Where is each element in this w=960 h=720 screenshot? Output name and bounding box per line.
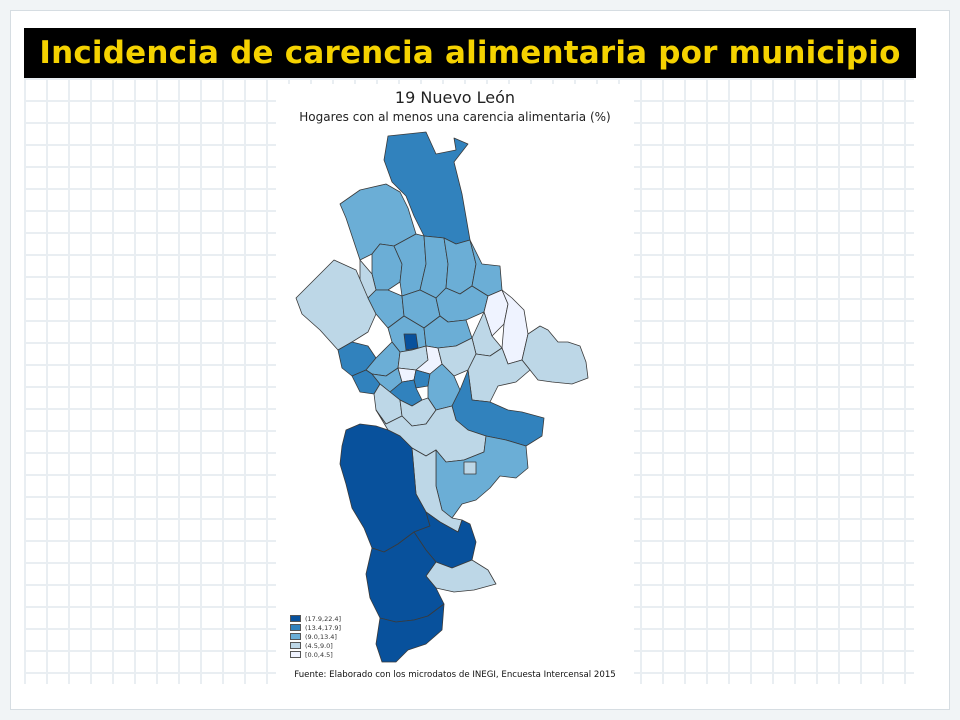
legend-item: (17.9,22.4] — [290, 614, 341, 623]
title-bar: Incidencia de carencia alimentaria por m… — [24, 28, 916, 78]
map-title: 19 Nuevo León — [394, 88, 516, 107]
map-source-note: Fuente: Elaborado con los microdatos de … — [294, 670, 616, 680]
legend-item: (13.4,17.9] — [290, 623, 341, 632]
municipality-region — [375, 603, 445, 663]
legend-item: (4.5,9.0] — [290, 641, 341, 650]
legend-label: (17.9,22.4] — [305, 614, 342, 623]
municipality-region — [413, 369, 431, 389]
map-panel: 19 Nuevo León Hogares con al menos una c… — [276, 84, 634, 684]
legend-swatch — [290, 642, 301, 649]
legend-item: (9.0,13.4] — [290, 632, 341, 641]
legend-swatch — [290, 615, 301, 622]
municipality-region — [521, 325, 589, 385]
map-legend: (17.9,22.4] (13.4,17.9] (9.0,13.4] (4.5,… — [290, 614, 341, 659]
map-subtitle: Hogares con al menos una carencia alimen… — [299, 110, 611, 124]
legend-swatch — [290, 624, 301, 631]
legend-label: (4.5,9.0] — [305, 641, 333, 650]
municipality-region — [295, 259, 377, 351]
municipality-region — [403, 333, 419, 351]
legend-swatch — [290, 633, 301, 640]
legend-label: (9.0,13.4] — [305, 632, 337, 641]
municipality-region — [425, 559, 497, 593]
legend-item: [0.0,4.5] — [290, 650, 341, 659]
legend-label: (13.4,17.9] — [305, 623, 342, 632]
choropleth-map — [295, 131, 589, 663]
municipality-region — [365, 531, 445, 623]
legend-label: [0.0,4.5] — [305, 650, 333, 659]
legend-swatch — [290, 651, 301, 658]
municipality-region — [463, 461, 477, 475]
slide-title: Incidencia de carencia alimentaria por m… — [39, 35, 901, 71]
